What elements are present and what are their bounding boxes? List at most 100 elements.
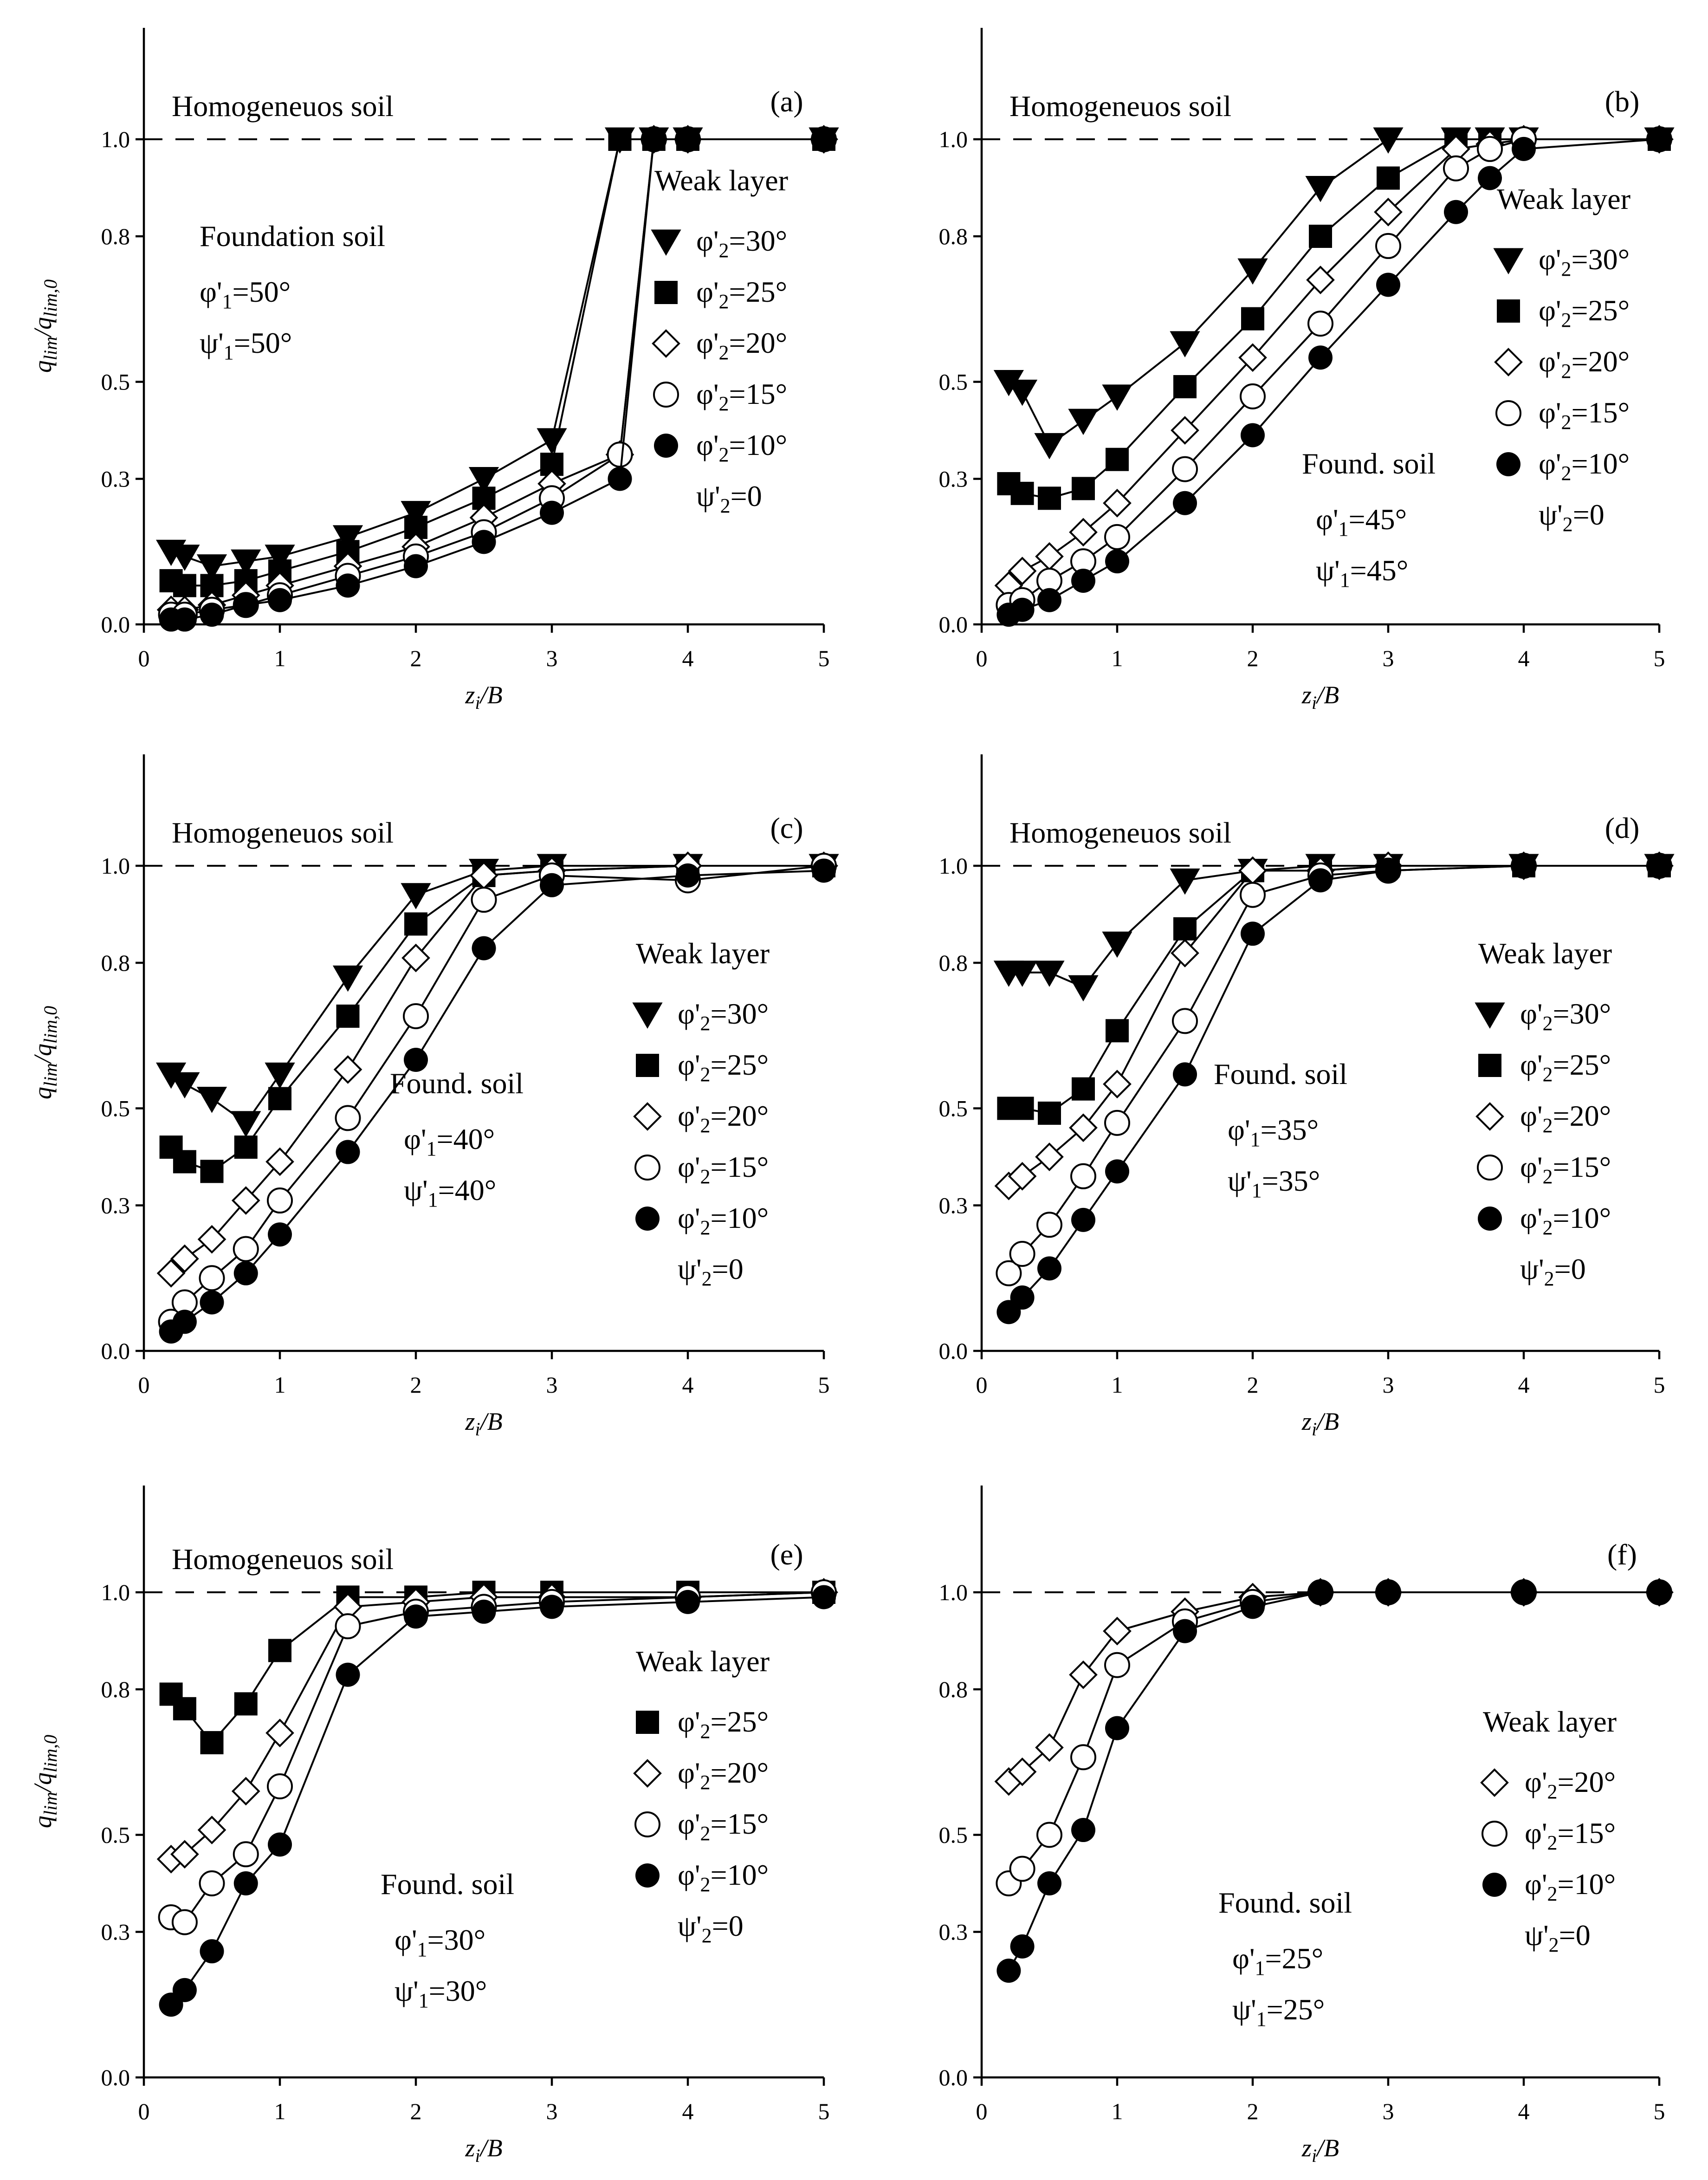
data-point: [1037, 1871, 1061, 1895]
legend-psi2: ψ'2=0: [696, 480, 762, 517]
data-point: [1072, 1077, 1095, 1101]
data-point: [265, 1719, 294, 1747]
data-point: [1106, 448, 1129, 471]
axes: 0 1 2 3 4 5 0.0 0.3 0.5 0.8 1.0 zi/B: [939, 1486, 1665, 2166]
legend-item-label: φ'2=30°: [1520, 997, 1611, 1035]
legend-marker: [654, 434, 678, 458]
legend-marker: [1482, 1873, 1507, 1897]
data-point: [676, 1590, 700, 1614]
legend-psi2: ψ'2=0: [678, 1252, 744, 1290]
y-tick-label: 0.8: [101, 1676, 130, 1702]
data-point: [1072, 477, 1095, 500]
x-axis-label: zi/B: [465, 2134, 502, 2166]
data-point: [676, 127, 700, 151]
data-point: [641, 127, 666, 151]
x-tick-label: 0: [138, 1372, 150, 1398]
foundation-psi: ψ'1=45°: [1316, 554, 1408, 591]
data-point: [1173, 1619, 1197, 1643]
x-tick-label: 3: [1383, 645, 1394, 671]
data-point: [401, 943, 430, 973]
foundation-soil-title: Found. soil: [1218, 1886, 1352, 1919]
series-diamond-open: [156, 125, 838, 624]
x-tick-label: 4: [682, 2098, 694, 2124]
data-point: [537, 428, 567, 454]
legend: Weak layer φ'2=20° φ'2=15° φ'2=10° ψ'2=0: [1480, 1705, 1617, 1956]
legend-item-label: φ'2=10°: [678, 1858, 769, 1896]
legend-title: Weak layer: [1497, 182, 1630, 215]
data-point: [1008, 557, 1037, 585]
legend-title: Weak layer: [636, 1645, 770, 1678]
data-point: [200, 1290, 224, 1315]
legend-item-label: φ'2=25°: [1520, 1048, 1611, 1086]
data-point: [231, 1777, 260, 1806]
panel-b: 0 1 2 3 4 5 0.0 0.3 0.5 0.8 1.0 zi/B (b) Homogeneuos …: [939, 28, 1675, 713]
legend-marker: [1478, 1054, 1501, 1077]
legend-item-label: φ'2=15°: [678, 1807, 769, 1845]
data-point: [1008, 1161, 1037, 1191]
data-point: [1070, 1744, 1096, 1771]
x-tick-label: 4: [1518, 645, 1530, 671]
legend-item-label: φ'2=20°: [678, 1756, 769, 1794]
series-circle-open: [158, 1579, 837, 1935]
panel-c: 0 1 2 3 4 5 0.0 0.3 0.5 0.8 1.0 zi/B qlim/qlim,0 (c) H…: [29, 754, 839, 1440]
data-point: [1069, 1113, 1098, 1142]
legend-marker: [634, 1155, 660, 1181]
x-tick-label: 1: [1112, 645, 1123, 671]
x-tick-label: 2: [410, 645, 422, 671]
y-tick-label: 0.3: [939, 1919, 968, 1945]
legend-marker: [1494, 348, 1523, 376]
data-point: [333, 1055, 362, 1084]
data-point: [197, 1225, 226, 1254]
data-point: [170, 1840, 199, 1869]
data-point: [1241, 307, 1264, 331]
x-tick-label: 5: [818, 645, 830, 671]
legend-item-label: φ'2=15°: [1520, 1150, 1611, 1188]
legend: Weak layer φ'2=30° φ'2=25° φ'2=20° φ'2=15° φ'…: [1475, 937, 1612, 1290]
legend: Weak layer φ'2=25° φ'2=20° φ'2=15° φ'2=10° ψ'…: [633, 1645, 770, 1947]
x-tick-label: 3: [546, 645, 558, 671]
series-line: [171, 138, 824, 611]
data-point: [1106, 1019, 1129, 1043]
data-point: [1376, 858, 1400, 883]
data-point: [169, 545, 200, 571]
series-diamond-open: [994, 1578, 1674, 1796]
data-point: [1010, 1285, 1035, 1310]
data-point: [336, 573, 360, 598]
data-point: [1374, 197, 1403, 227]
data-point: [267, 1773, 293, 1799]
data-point: [265, 1062, 295, 1089]
data-point: [404, 1604, 428, 1629]
data-point: [1009, 1856, 1035, 1882]
y-tick-label: 0.5: [101, 369, 130, 395]
legend-psi2: ψ'2=0: [1539, 498, 1604, 536]
data-point: [996, 1260, 1022, 1286]
data-point: [173, 1697, 196, 1720]
legend-item-label: φ'2=20°: [1525, 1765, 1616, 1803]
foundation-psi: ψ'1=25°: [1232, 1993, 1325, 2031]
data-point: [233, 1841, 259, 1868]
data-point: [1308, 1580, 1333, 1604]
data-point: [1376, 1580, 1400, 1604]
legend-marker: [654, 281, 678, 304]
x-axis-label: zi/B: [1301, 681, 1339, 713]
data-point: [996, 1959, 1021, 1983]
legend-marker: [1497, 299, 1520, 323]
x-tick-label: 3: [546, 1372, 558, 1398]
data-point: [401, 501, 431, 527]
x-tick-label: 2: [410, 2098, 422, 2124]
panel-label: (e): [770, 1538, 803, 1571]
y-tick-label: 0.0: [939, 1338, 968, 1364]
data-point: [472, 530, 496, 554]
data-point: [1103, 1616, 1132, 1646]
legend-psi2: ψ'2=0: [1525, 1919, 1591, 1956]
data-point: [1173, 917, 1197, 941]
data-point: [1307, 311, 1333, 337]
y-tick-label: 1.0: [939, 853, 968, 879]
data-point: [608, 128, 632, 151]
data-point: [1512, 854, 1536, 878]
foundation-soil-title: Foundation soil: [200, 220, 385, 253]
foundation-phi: φ'1=35°: [1228, 1113, 1319, 1151]
foundation-soil-block: Foundation soil φ'1=50° ψ'1=50°: [200, 220, 385, 364]
panel-e: 0 1 2 3 4 5 0.0 0.3 0.5 0.8 1.0 zi/B qlim/qlim,0 (e) H…: [29, 1486, 838, 2166]
axes: 0 1 2 3 4 5 0.0 0.3 0.5 0.8 1.0 zi/B: [939, 28, 1665, 713]
